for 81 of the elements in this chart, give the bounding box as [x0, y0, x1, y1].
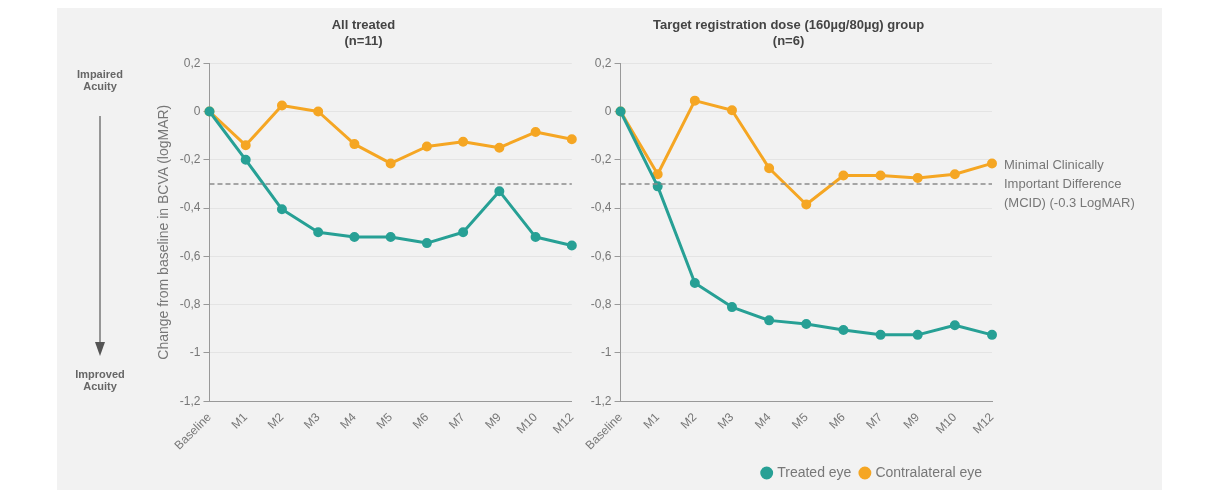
point: [652, 169, 663, 180]
point: [240, 140, 251, 151]
x-tick-label: M9: [482, 409, 505, 432]
chart-subtitle: (n=6): [772, 32, 805, 48]
point: [421, 238, 432, 249]
legend-label: Treated eye: [777, 463, 852, 480]
y-tick-label: -0,4: [590, 200, 612, 215]
x-tick-label: M7: [863, 409, 886, 432]
point: [875, 329, 886, 340]
point: [949, 169, 960, 180]
y-tick-label: -1,2: [179, 393, 201, 408]
x-tick-label: M5: [789, 409, 811, 432]
y-tick-label: -1: [189, 345, 201, 360]
point: [726, 302, 737, 313]
chart-title: Target registration dose (160µg/80µg) group: [652, 17, 925, 33]
legend-label: Contralateral eye: [875, 463, 983, 480]
point: [764, 163, 775, 174]
point: [494, 142, 505, 153]
y-tick-label: 0: [193, 103, 201, 118]
point: [764, 315, 775, 326]
x-tick-label: M7: [445, 409, 468, 432]
point: [566, 134, 577, 145]
point: [276, 204, 287, 215]
x-tick-label: M1: [228, 409, 251, 432]
point: [530, 127, 541, 138]
point: [838, 325, 849, 336]
point: [689, 277, 700, 288]
point: [458, 136, 469, 147]
point: [949, 320, 960, 331]
point: [726, 105, 737, 116]
y-axis-title: Change from baseline in BCVA (logMAR): [155, 104, 172, 360]
point: [349, 232, 360, 243]
y-tick-label: -0,4: [179, 200, 201, 215]
point: [240, 154, 251, 165]
x-tick-label: M9: [900, 409, 923, 432]
point: [530, 232, 541, 243]
point: [276, 100, 287, 111]
x-tick-label: M2: [264, 409, 287, 432]
y-tick-label: -0,2: [179, 152, 201, 167]
point: [566, 240, 577, 251]
point: [385, 158, 396, 169]
point: [494, 186, 505, 197]
chart-subtitle: (n=11): [344, 32, 383, 48]
point: [689, 95, 700, 106]
y-tick-label: -0,8: [179, 296, 201, 311]
y-tick-label: -0,2: [590, 152, 612, 167]
point: [458, 227, 469, 238]
point: [987, 158, 997, 169]
chart-title: All treated: [331, 17, 396, 33]
y-tick-label: -0,6: [590, 248, 612, 263]
x-tick-label: M6: [409, 409, 432, 432]
point: [801, 199, 812, 210]
point: [313, 106, 324, 117]
point: [912, 329, 923, 340]
point: [838, 170, 849, 181]
x-tick-label: M1: [640, 409, 663, 432]
point: [421, 141, 432, 152]
y-tick-label: -0,8: [590, 296, 612, 311]
ref-line-label: Minimal Clinically Important Difference (MCID) (-0.3 LogMAR): [1004, 156, 1135, 210]
point: [349, 139, 360, 150]
y-tick-label: -0,6: [179, 248, 201, 263]
text: Impaired Acuity: [76, 68, 124, 92]
point: [987, 329, 997, 340]
y-tick-label: -1: [600, 345, 612, 360]
y-tick-label: 0,2: [183, 55, 201, 70]
x-tick-label: M4: [751, 409, 774, 432]
point: [875, 170, 886, 181]
point: [385, 232, 396, 243]
point: [313, 227, 324, 238]
y-tick-label: -1,2: [590, 393, 612, 408]
point: [912, 172, 923, 183]
x-tick-label: M6: [826, 409, 849, 432]
x-tick-label: M5: [373, 409, 396, 432]
x-tick-label: M2: [677, 409, 700, 432]
y-tick-label: 0,2: [594, 55, 612, 70]
text: Improved Acuity: [74, 368, 126, 392]
x-tick-label: M4: [337, 409, 360, 432]
point: [801, 319, 812, 329]
x-tick-label: M3: [300, 409, 323, 432]
y-tick-label: 0: [604, 103, 612, 118]
x-tick-label: M3: [714, 409, 737, 432]
